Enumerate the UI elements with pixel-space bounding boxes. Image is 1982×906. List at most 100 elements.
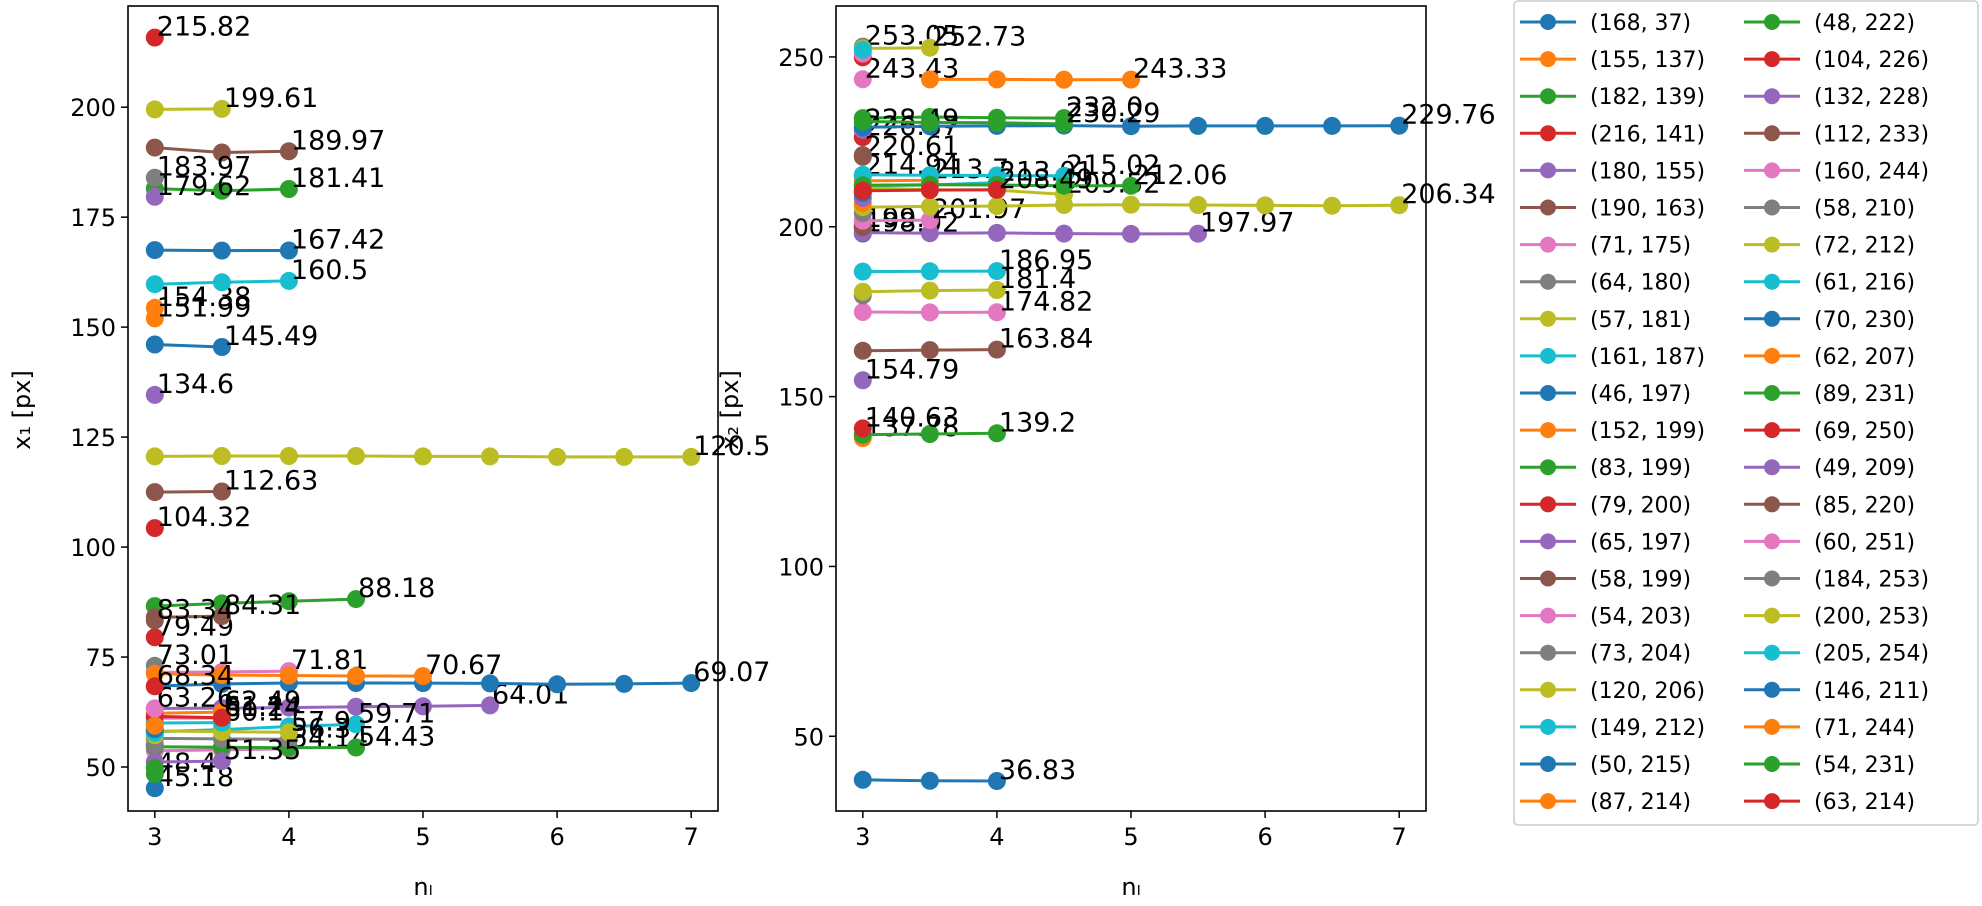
left-x-tick-label: 5 bbox=[415, 823, 430, 851]
left-data-point bbox=[145, 677, 164, 696]
legend-label: (89, 231) bbox=[1814, 382, 1915, 407]
right-data-point bbox=[920, 211, 939, 230]
legend-swatch-marker bbox=[1764, 607, 1780, 624]
legend-swatch-marker bbox=[1764, 422, 1780, 439]
left-end-label: 151.99 bbox=[157, 292, 251, 323]
legend-label: (152, 199) bbox=[1590, 419, 1705, 444]
right-data-point bbox=[1122, 176, 1140, 195]
left-series-line bbox=[154, 710, 222, 715]
right-end-label: 154.79 bbox=[865, 354, 959, 385]
left-data-point bbox=[615, 674, 634, 693]
left-data-point bbox=[145, 519, 164, 538]
left-data-point bbox=[145, 447, 164, 466]
legend-label: (146, 211) bbox=[1814, 679, 1929, 704]
left-end-label: 134.6 bbox=[157, 369, 234, 400]
right-data-point bbox=[1256, 196, 1275, 215]
legend-label: (160, 244) bbox=[1814, 159, 1929, 184]
left-end-label: 154.38 bbox=[157, 282, 251, 313]
legend-swatch-marker bbox=[1540, 347, 1556, 364]
legend-label: (61, 216) bbox=[1814, 271, 1915, 296]
left-data-point bbox=[347, 738, 365, 757]
left-end-label: 199.61 bbox=[224, 83, 318, 114]
right-data-point bbox=[853, 419, 872, 438]
left-plot-marks: 167.42154.38181.41215.82179.62189.9771.8… bbox=[145, 12, 770, 798]
right-data-point bbox=[920, 181, 939, 200]
left-data-point bbox=[347, 447, 365, 465]
left-end-label: 61.2 bbox=[224, 692, 284, 723]
legend-swatch-marker bbox=[1764, 533, 1780, 550]
right-end-label: 208.49 bbox=[999, 164, 1093, 195]
right-end-label: 220.61 bbox=[865, 131, 959, 162]
legend-swatch-marker bbox=[1540, 607, 1556, 624]
right-data-point bbox=[987, 281, 1006, 299]
left-data-point bbox=[347, 715, 365, 734]
left-data-point bbox=[145, 716, 164, 735]
right-series-line bbox=[862, 46, 930, 50]
left-data-point bbox=[145, 187, 164, 206]
legend-label: (48, 222) bbox=[1814, 11, 1915, 36]
legend-label: (85, 220) bbox=[1814, 493, 1915, 518]
legend-label: (180, 155) bbox=[1590, 159, 1705, 184]
right-data-point bbox=[987, 70, 1006, 89]
left-x-tick-label: 3 bbox=[147, 823, 162, 851]
legend-frame bbox=[1513, 0, 1979, 826]
right-end-label: 213.01 bbox=[999, 157, 1093, 188]
right-data-point bbox=[853, 146, 872, 165]
left-series-line bbox=[154, 597, 357, 608]
legend-label: (57, 181) bbox=[1590, 308, 1691, 333]
right-data-point bbox=[1055, 70, 1073, 89]
right-data-point bbox=[1323, 196, 1342, 215]
right-x-tick-label: 6 bbox=[1257, 823, 1272, 851]
legend-label: (49, 209) bbox=[1814, 456, 1915, 481]
legend-swatch-marker bbox=[1764, 681, 1780, 698]
left-end-label: 62.49 bbox=[224, 686, 301, 717]
left-data-point bbox=[414, 697, 432, 716]
legend-swatch-marker bbox=[1764, 644, 1780, 661]
right-x-tick-label: 5 bbox=[1123, 823, 1138, 851]
left-y-tick-label: 50 bbox=[85, 754, 116, 782]
legend-label: (54, 203) bbox=[1590, 605, 1691, 630]
legend-label: (58, 199) bbox=[1590, 568, 1691, 593]
left-end-label: 68.34 bbox=[157, 660, 234, 691]
right-data-point bbox=[987, 303, 1006, 322]
right-end-label: 186.95 bbox=[999, 245, 1093, 276]
legend-label: (182, 139) bbox=[1590, 85, 1705, 110]
right-series-line bbox=[862, 231, 1199, 236]
legend-swatch-marker bbox=[1764, 51, 1780, 68]
right-data-point bbox=[920, 38, 939, 57]
legend-label: (149, 212) bbox=[1590, 716, 1705, 741]
left-data-point bbox=[212, 241, 231, 260]
right-data-point bbox=[987, 180, 1006, 199]
left-end-label: 104.32 bbox=[157, 502, 251, 533]
right-data-point bbox=[853, 770, 872, 789]
left-data-point bbox=[145, 699, 164, 718]
right-y-tick-label: 50 bbox=[793, 723, 824, 751]
legend-swatch-marker bbox=[1540, 273, 1556, 290]
right-data-point bbox=[853, 303, 872, 321]
left-end-label: 61.14 bbox=[224, 692, 301, 723]
left-data-point bbox=[279, 723, 298, 742]
legend-swatch-marker bbox=[1540, 88, 1556, 105]
left-data-point bbox=[682, 447, 701, 466]
legend-label: (58, 210) bbox=[1814, 197, 1915, 222]
left-subplot: 167.42154.38181.41215.82179.62189.9771.8… bbox=[8, 5, 770, 901]
legend-label: (112, 233) bbox=[1814, 122, 1929, 147]
left-x-tick-label: 6 bbox=[549, 823, 564, 851]
right-data-point bbox=[920, 224, 939, 243]
right-end-label: 243.33 bbox=[1133, 54, 1227, 85]
right-end-label: 181.4 bbox=[999, 264, 1076, 295]
left-data-point bbox=[212, 181, 231, 200]
right-data-point bbox=[920, 70, 939, 89]
right-data-point bbox=[1189, 116, 1207, 135]
right-data-point bbox=[1055, 114, 1073, 133]
left-x-tick-label: 4 bbox=[281, 823, 296, 851]
legend-swatch-marker bbox=[1764, 718, 1780, 735]
right-data-point bbox=[987, 197, 1006, 216]
right-data-point bbox=[920, 771, 939, 790]
legend-label: (216, 141) bbox=[1590, 122, 1705, 147]
left-data-point bbox=[279, 447, 298, 465]
right-end-label: 228.49 bbox=[865, 104, 959, 135]
legend-swatch-marker bbox=[1540, 681, 1556, 698]
legend-swatch-marker bbox=[1764, 570, 1780, 587]
